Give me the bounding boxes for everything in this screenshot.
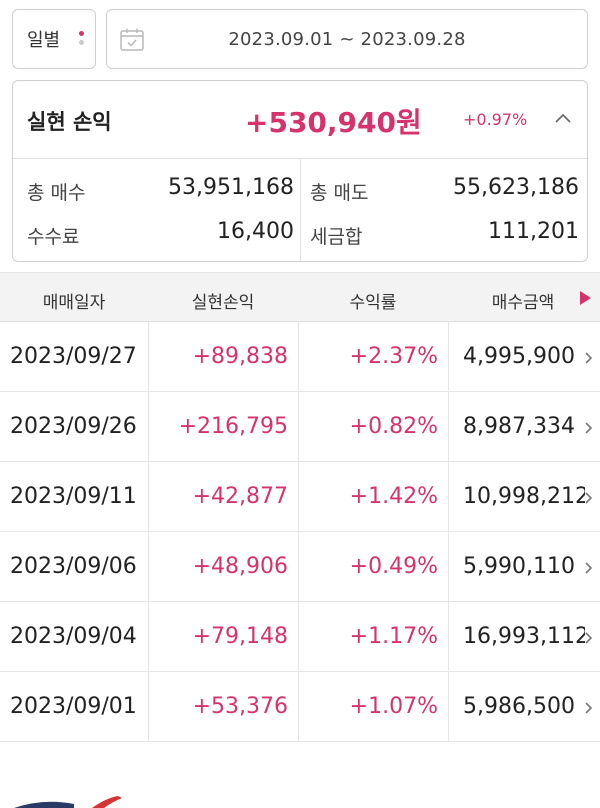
column-separator: [298, 602, 299, 671]
summary-grid: 총 매수 53,951,168 총 매도 55,623,186 수수료 16,4…: [13, 159, 587, 261]
return-rate: +1.42%: [349, 484, 438, 509]
trade-date: 2023/09/01: [10, 694, 137, 719]
period-select-label: 일별: [27, 30, 61, 51]
buy-amount: 5,986,500: [463, 694, 575, 719]
column-separator: [298, 392, 299, 461]
column-separator: [448, 532, 449, 601]
column-separator: [298, 462, 299, 531]
table-header: 매매일자 실현손익 수익률 매수금액: [0, 272, 600, 322]
total-buy-value: 53,951,168: [168, 175, 294, 200]
column-separator: [448, 322, 449, 391]
table-row[interactable]: 2023/09/01 +53,376 +1.07% 5,986,500: [0, 672, 600, 742]
buy-amount: 10,998,212: [463, 484, 585, 509]
chevron-up-icon[interactable]: [554, 111, 572, 125]
chevron-right-icon[interactable]: [584, 421, 593, 435]
table-row[interactable]: 2023/09/11 +42,877 +1.42% 10,998,212: [0, 462, 600, 532]
total-sell-value: 55,623,186: [453, 175, 579, 200]
buy-amount: 4,995,900: [463, 344, 575, 369]
tax-value: 111,201: [488, 219, 579, 244]
column-separator: [148, 532, 149, 601]
table-row[interactable]: 2023/09/26 +216,795 +0.82% 8,987,334: [0, 392, 600, 462]
trade-date: 2023/09/26: [10, 414, 137, 439]
column-separator: [148, 322, 149, 391]
bottom-banner-fragment: [14, 796, 122, 808]
buy-amount: 16,993,112: [463, 624, 585, 649]
trade-date: 2023/09/06: [10, 554, 137, 579]
table-row[interactable]: 2023/09/04 +79,148 +1.17% 16,993,112: [0, 602, 600, 672]
total-sell-label: 총 매도: [310, 182, 369, 204]
realized-pnl: +42,877: [192, 484, 288, 509]
column-separator: [448, 602, 449, 671]
period-select[interactable]: 일별: [12, 9, 96, 69]
header-realized-pnl[interactable]: 실현손익: [191, 293, 255, 313]
kebab-dots-icon: [79, 31, 85, 51]
total-buy-label: 총 매수: [27, 182, 86, 204]
return-rate: +2.37%: [349, 344, 438, 369]
fee-value: 16,400: [217, 219, 294, 244]
return-rate: +1.07%: [349, 694, 438, 719]
return-rate: +0.82%: [349, 414, 438, 439]
column-separator: [148, 462, 149, 531]
table-body: 2023/09/27 +89,838 +2.37% 4,995,900 2023/09/…: [0, 322, 600, 742]
chevron-right-icon[interactable]: [584, 561, 593, 575]
calendar-icon: [120, 28, 144, 51]
header-return-rate[interactable]: 수익률: [349, 293, 397, 313]
triangle-right-icon[interactable]: [580, 291, 591, 305]
column-separator: [448, 392, 449, 461]
buy-amount: 8,987,334: [463, 414, 575, 439]
realized-pnl: +48,906: [192, 554, 288, 579]
header-trade-date[interactable]: 매매일자: [42, 293, 106, 313]
chevron-right-icon[interactable]: [584, 351, 593, 365]
chevron-right-icon[interactable]: [584, 701, 593, 715]
realized-pnl-summary: 실현 손익 +530,940원 +0.97% 총 매수 53,951,168 총…: [12, 80, 588, 262]
trade-table: 매매일자 실현손익 수익률 매수금액 2023/09/27 +89,838 +2.3…: [0, 272, 600, 742]
realized-pnl: +79,148: [192, 624, 288, 649]
column-separator: [298, 672, 299, 741]
summary-header[interactable]: 실현 손익 +530,940원 +0.97%: [13, 81, 587, 159]
realized-pnl-rate: +0.97%: [463, 110, 528, 129]
summary-title: 실현 손익: [27, 110, 112, 134]
column-separator: [148, 602, 149, 671]
buy-amount: 5,990,110: [463, 554, 575, 579]
realized-pnl-amount: +530,940원: [245, 106, 422, 139]
column-separator: [148, 392, 149, 461]
table-row[interactable]: 2023/09/06 +48,906 +0.49% 5,990,110: [0, 532, 600, 602]
table-row[interactable]: 2023/09/27 +89,838 +2.37% 4,995,900: [0, 322, 600, 392]
chevron-right-icon[interactable]: [584, 631, 593, 645]
realized-pnl: +53,376: [192, 694, 288, 719]
trade-date: 2023/09/11: [10, 484, 137, 509]
column-separator: [448, 462, 449, 531]
column-separator: [298, 532, 299, 601]
column-separator: [298, 322, 299, 391]
return-rate: +0.49%: [349, 554, 438, 579]
summary-divider: [300, 159, 301, 261]
date-range-picker[interactable]: 2023.09.01 ~ 2023.09.28: [106, 9, 588, 69]
tax-label: 세금합: [310, 226, 363, 248]
realized-pnl: +89,838: [192, 344, 288, 369]
return-rate: +1.17%: [349, 624, 438, 649]
fee-label: 수수료: [27, 226, 80, 248]
trade-date: 2023/09/04: [10, 624, 137, 649]
header-buy-amount[interactable]: 매수금액: [491, 293, 555, 313]
realized-pnl: +216,795: [178, 414, 288, 439]
column-separator: [148, 672, 149, 741]
chevron-right-icon[interactable]: [584, 491, 593, 505]
filter-bar: 일별 2023.09.01 ~ 2023.09.28: [12, 9, 588, 69]
date-range-text: 2023.09.01 ~ 2023.09.28: [228, 28, 466, 50]
trade-date: 2023/09/27: [10, 344, 137, 369]
column-separator: [448, 672, 449, 741]
